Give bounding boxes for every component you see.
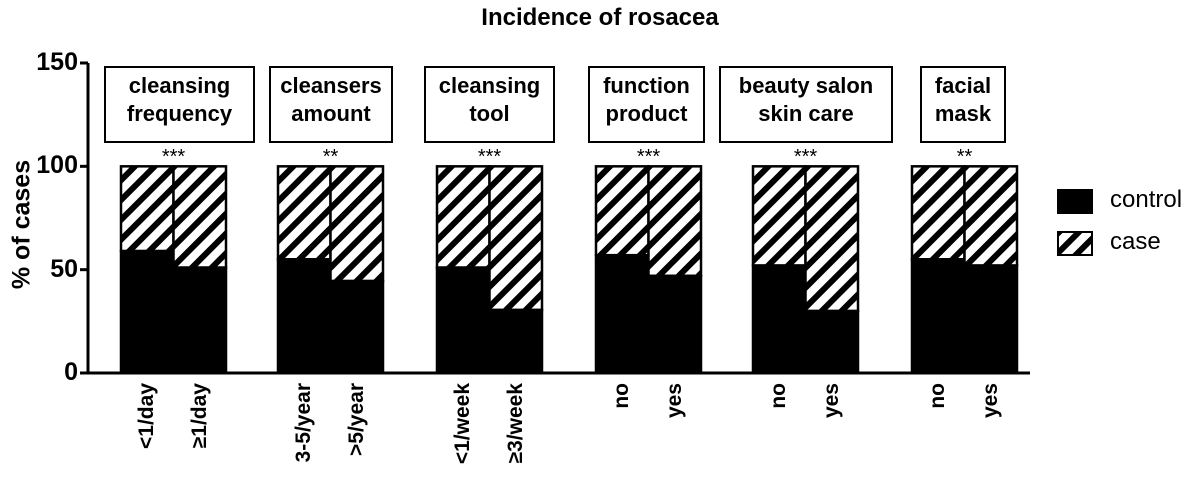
group-label-line: cleansing [438, 73, 541, 98]
bar-group [119, 165, 228, 375]
group-label-line: frequency [126, 101, 233, 126]
group-label-line: tool [469, 101, 510, 126]
x-tick-label: ≥1/day [187, 383, 211, 449]
significance-marker: ** [322, 146, 339, 168]
group-label-box: cleansing frequency [104, 66, 255, 143]
bar-group [910, 165, 1019, 375]
bar-segment-case [594, 165, 650, 257]
bar-segment-case [488, 165, 544, 312]
axes [80, 61, 1030, 375]
group-label-line: cleansers [280, 73, 382, 98]
bar-segment-control [910, 258, 966, 375]
significance-marker: ** [956, 146, 973, 168]
x-tick-label: no [926, 383, 950, 409]
bar-segment-control [963, 264, 1019, 375]
bar-group [276, 165, 385, 375]
group-label-line: amount [291, 101, 371, 126]
significance-marker: *** [636, 146, 661, 168]
bar-segment-control [804, 309, 860, 375]
bar-segment-case [172, 165, 228, 269]
bar-segment-case [751, 165, 807, 267]
bars [119, 165, 1019, 375]
bar-group [751, 165, 860, 375]
group-label-line: cleansing [128, 73, 231, 98]
group-label-box: function product [588, 66, 705, 143]
bar-segment-control [435, 266, 491, 375]
bar-group [435, 165, 544, 375]
group-label-box: cleansers amount [269, 66, 393, 143]
chart-title: Incidence of rosacea [481, 4, 719, 31]
group-label-line: facial [934, 73, 992, 98]
x-tick-label: yes [662, 383, 686, 419]
legend-swatch-case [1057, 231, 1093, 256]
bar-segment-control [172, 266, 228, 375]
bar-segment-case [119, 165, 175, 253]
bar-segment-case [647, 165, 703, 278]
bar-segment-control [647, 274, 703, 375]
significance-marker: *** [793, 146, 818, 168]
bar-segment-case [435, 165, 491, 269]
bar-segment-control [751, 264, 807, 375]
significance-marker: *** [477, 146, 502, 168]
group-label-line: product [605, 101, 688, 126]
bar-segment-control [119, 249, 175, 375]
legend-label-control: control [1110, 186, 1183, 213]
group-label-box: beauty salon skin care [719, 66, 893, 143]
y-tick-label: 50 [50, 254, 78, 283]
bar-group [594, 165, 703, 375]
bar-segment-control [276, 258, 332, 375]
y-tick-label: 100 [36, 151, 78, 180]
legend-swatch-control [1057, 189, 1093, 214]
bar-segment-control [329, 279, 385, 375]
x-tick-label: yes [819, 383, 843, 419]
bar-segment-case [963, 165, 1019, 267]
bar-segment-case [329, 165, 385, 283]
y-tick-label: 150 [36, 48, 78, 76]
bar-segment-control [488, 308, 544, 375]
bar-segment-case [804, 165, 860, 313]
x-tick-label: <1/week [451, 383, 475, 465]
x-tick-label: no [610, 383, 634, 409]
group-label-box: cleansing tool [424, 66, 555, 143]
significance-marker: *** [161, 146, 186, 168]
legend [1057, 189, 1093, 256]
x-tick-label: yes [978, 383, 1002, 419]
bar-segment-case [910, 165, 966, 261]
x-tick-label: >5/year [344, 383, 368, 456]
group-label-box: facial mask [920, 66, 1006, 143]
group-label-line: skin care [758, 101, 854, 126]
group-label-line: function [603, 73, 690, 98]
group-label-line: mask [934, 101, 992, 126]
x-tick-label: 3-5/year [292, 383, 316, 463]
legend-label-case: case [1110, 228, 1161, 255]
bar-segment-control [594, 253, 650, 375]
x-tick-label: ≥3/week [503, 383, 527, 464]
x-tick-label: <1/day [135, 383, 159, 449]
group-label-line: beauty salon [738, 73, 874, 98]
y-tick-label: 0 [64, 358, 78, 386]
x-tick-label: no [767, 383, 791, 409]
bar-segment-case [276, 165, 332, 261]
